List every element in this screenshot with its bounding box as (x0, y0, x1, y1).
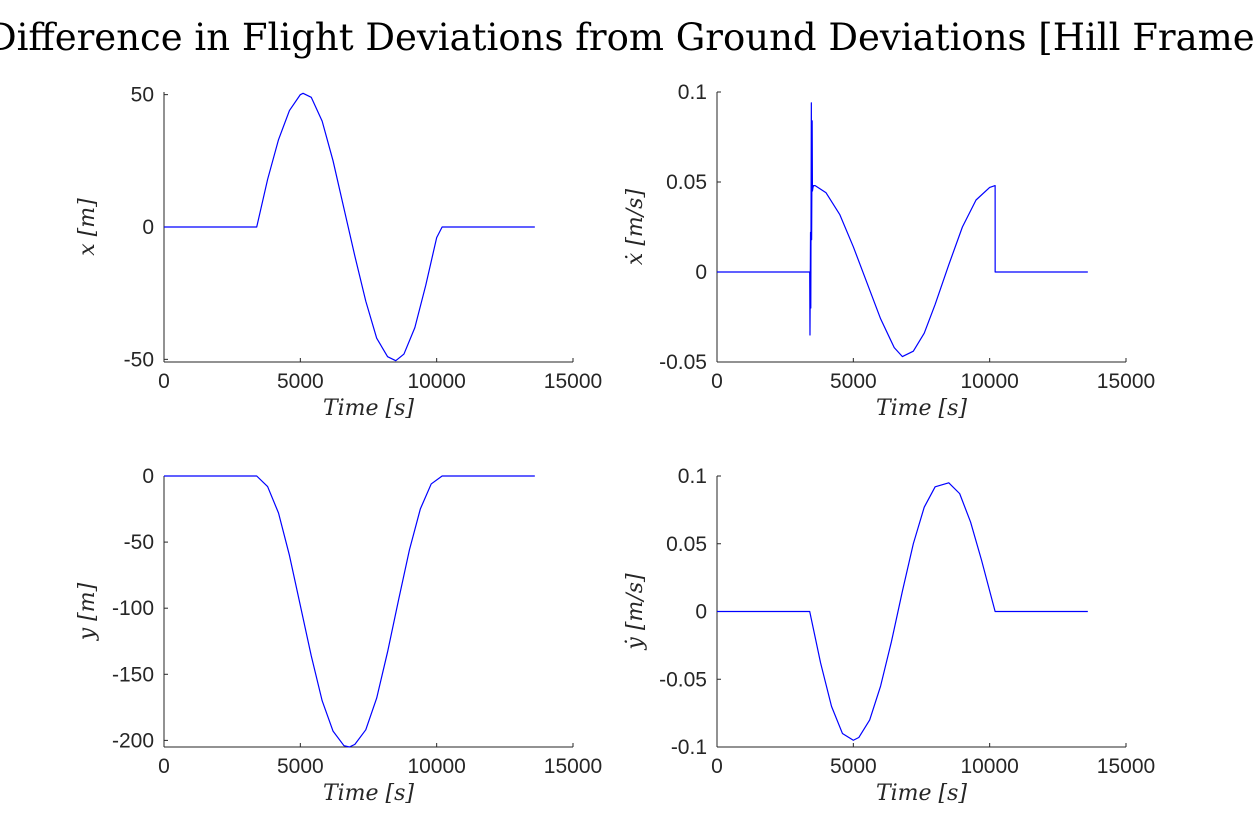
y-tick-label: -0.1 (671, 736, 707, 759)
x-tick-label: 15000 (1097, 755, 1155, 778)
y-tick-label: 0.1 (678, 81, 707, 104)
x-tick-label: 0 (158, 370, 170, 393)
y-tick-label: -200 (112, 729, 154, 752)
y-tick-label: 0 (695, 261, 707, 284)
x-tick-label: 15000 (1097, 370, 1155, 393)
x-tick-label: 5000 (277, 370, 324, 393)
x-tick-label: 15000 (544, 755, 602, 778)
x-tick-label: 10000 (407, 755, 465, 778)
y-tick-label: 0 (142, 465, 154, 488)
series-line (717, 102, 1088, 358)
figure-title: Difference in Flight Deviations from Gro… (0, 16, 1257, 59)
y-tick-label: -50 (124, 531, 154, 554)
y-tick-label: 0.05 (666, 533, 707, 556)
x-tick-label: 0 (711, 370, 723, 393)
x-tick-label: 5000 (277, 755, 324, 778)
y-tick-label: -50 (124, 348, 154, 371)
y-axis-label: x [m] (75, 198, 100, 256)
x-tick-label: 5000 (830, 370, 877, 393)
x-tick-label: 5000 (830, 755, 877, 778)
y-tick-label: -100 (112, 597, 154, 620)
y-tick-label: 0 (695, 601, 707, 624)
y-tick-label: -0.05 (659, 668, 707, 691)
y-tick-label: 0 (142, 216, 154, 239)
subplot-y-velocity: 0 5000 10000 15000 -0.1 -0.05 0 0.05 0.1 Time [s]… (623, 465, 1155, 806)
series-line (717, 482, 1088, 741)
x-axis-label: Time [s] (876, 781, 967, 806)
y-axis-label: y [m] (75, 582, 100, 641)
x-tick-label: 10000 (407, 370, 465, 393)
x-axis-label: Time [s] (323, 781, 414, 806)
y-tick-label: 50 (131, 84, 154, 107)
x-tick-label: 0 (711, 755, 723, 778)
x-axis-label: Time [s] (876, 396, 967, 421)
x-tick-label: 0 (158, 755, 170, 778)
y-tick-label: 0.1 (678, 465, 707, 488)
y-axis-label: ẋ [m/s] (623, 189, 648, 266)
x-tick-label: 10000 (960, 370, 1018, 393)
subplot-y-position: 0 5000 10000 15000 -200 -150 -100 -50 0 Time [s] y… (75, 465, 602, 806)
series-line (164, 92, 535, 362)
y-tick-label: -150 (112, 663, 154, 686)
x-tick-label: 10000 (960, 755, 1018, 778)
y-tick-label: 0.05 (666, 171, 707, 194)
x-axis-label: Time [s] (323, 396, 414, 421)
x-tick-label: 15000 (544, 370, 602, 393)
y-tick-label: -0.05 (659, 351, 707, 374)
y-axis-label: ẏ [m/s] (623, 573, 648, 651)
series-line (164, 475, 535, 748)
